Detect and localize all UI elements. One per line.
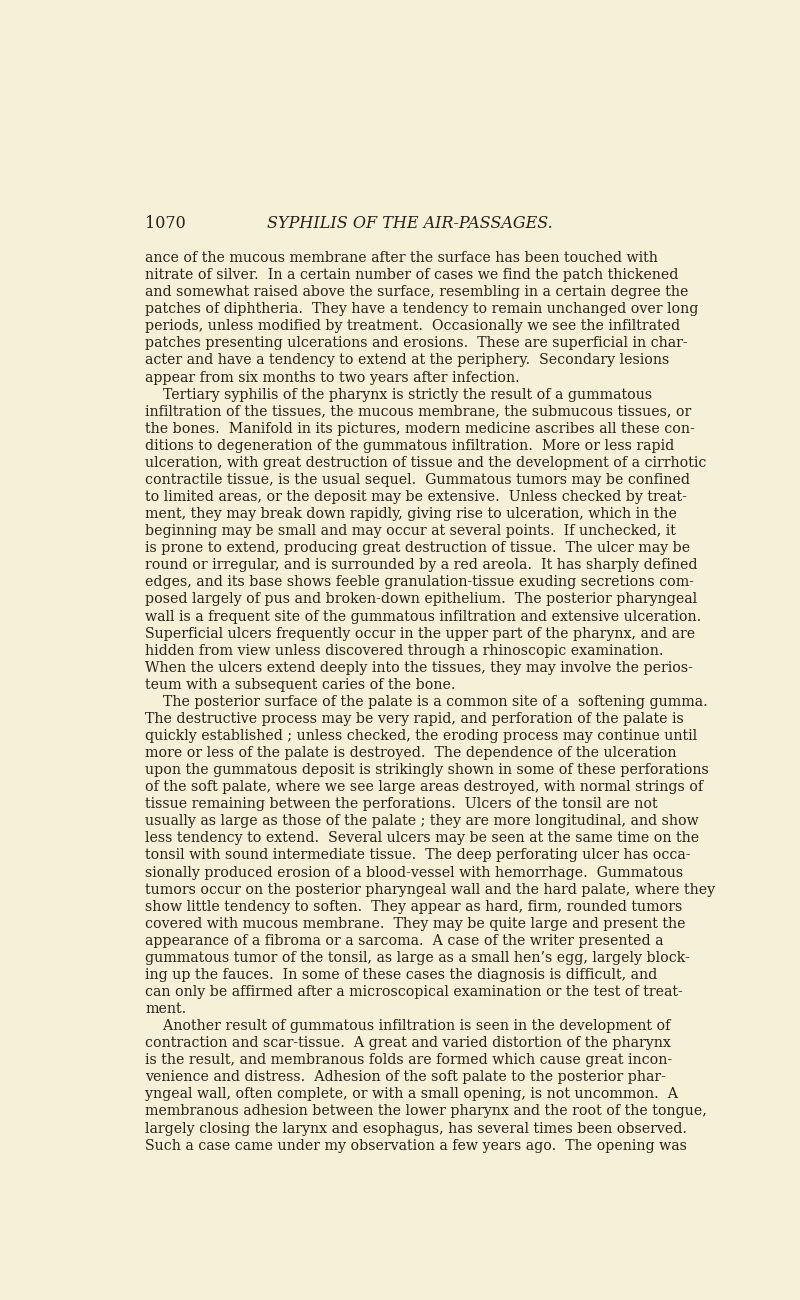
Text: show little tendency to soften.  They appear as hard, firm, rounded tumors: show little tendency to soften. They app…: [146, 900, 682, 914]
Text: ulceration, with great destruction of tissue and the development of a cirrhotic: ulceration, with great destruction of ti…: [146, 456, 706, 469]
Text: teum with a subsequent caries of the bone.: teum with a subsequent caries of the bon…: [146, 677, 456, 692]
Text: yngeal wall, often complete, or with a small opening, is not uncommon.  A: yngeal wall, often complete, or with a s…: [146, 1087, 678, 1101]
Text: and somewhat raised above the surface, resembling in a certain degree the: and somewhat raised above the surface, r…: [146, 285, 689, 299]
Text: 1070: 1070: [146, 214, 186, 231]
Text: gummatous tumor of the tonsil, as large as a small hen’s egg, largely block-: gummatous tumor of the tonsil, as large …: [146, 950, 690, 965]
Text: hidden from view unless discovered through a rhinoscopic examination.: hidden from view unless discovered throu…: [146, 644, 664, 658]
Text: is prone to extend, producing great destruction of tissue.  The ulcer may be: is prone to extend, producing great dest…: [146, 541, 690, 555]
Text: contraction and scar-tissue.  A great and varied distortion of the pharynx: contraction and scar-tissue. A great and…: [146, 1036, 671, 1050]
Text: ing up the fauces.  In some of these cases the diagnosis is difficult, and: ing up the fauces. In some of these case…: [146, 968, 658, 982]
Text: to limited areas, or the deposit may be extensive.  Unless checked by treat-: to limited areas, or the deposit may be …: [146, 490, 687, 504]
Text: largely closing the larynx and esophagus, has several times been observed.: largely closing the larynx and esophagus…: [146, 1122, 687, 1135]
Text: Such a case came under my observation a few years ago.  The opening was: Such a case came under my observation a …: [146, 1139, 687, 1153]
Text: tissue remaining between the perforations.  Ulcers of the tonsil are not: tissue remaining between the perforation…: [146, 797, 658, 811]
Text: quickly established ; unless checked, the eroding process may continue until: quickly established ; unless checked, th…: [146, 729, 698, 744]
Text: Superficial ulcers frequently occur in the upper part of the pharynx, and are: Superficial ulcers frequently occur in t…: [146, 627, 695, 641]
Text: more or less of the palate is destroyed.  The dependence of the ulceration: more or less of the palate is destroyed.…: [146, 746, 677, 760]
Text: ment.: ment.: [146, 1002, 186, 1017]
Text: Tertiary syphilis of the pharynx is strictly the result of a gummatous: Tertiary syphilis of the pharynx is stri…: [146, 387, 652, 402]
Text: SYPHILIS OF THE AIR-PASSAGES.: SYPHILIS OF THE AIR-PASSAGES.: [267, 214, 553, 231]
Text: When the ulcers extend deeply into the tissues, they may involve the perios-: When the ulcers extend deeply into the t…: [146, 660, 693, 675]
Text: ance of the mucous membrane after the surface has been touched with: ance of the mucous membrane after the su…: [146, 251, 658, 265]
Text: upon the gummatous deposit is strikingly shown in some of these perforations: upon the gummatous deposit is strikingly…: [146, 763, 709, 777]
Text: tonsil with sound intermediate tissue.  The deep perforating ulcer has occa-: tonsil with sound intermediate tissue. T…: [146, 849, 690, 862]
Text: the bones.  Manifold in its pictures, modern medicine ascribes all these con-: the bones. Manifold in its pictures, mod…: [146, 421, 695, 436]
Text: periods, unless modified by treatment.  Occasionally we see the infiltrated: periods, unless modified by treatment. O…: [146, 320, 680, 333]
Text: The posterior surface of the palate is a common site of a  softening gumma.: The posterior surface of the palate is a…: [146, 694, 708, 709]
Text: beginning may be small and may occur at several points.  If unchecked, it: beginning may be small and may occur at …: [146, 524, 676, 538]
Text: appearance of a fibroma or a sarcoma.  A case of the writer presented a: appearance of a fibroma or a sarcoma. A …: [146, 933, 664, 948]
Text: contractile tissue, is the usual sequel.  Gummatous tumors may be confined: contractile tissue, is the usual sequel.…: [146, 473, 690, 488]
Text: of the soft palate, where we see large areas destroyed, with normal strings of: of the soft palate, where we see large a…: [146, 780, 703, 794]
Text: sionally produced erosion of a blood-vessel with hemorrhage.  Gummatous: sionally produced erosion of a blood-ves…: [146, 866, 683, 880]
Text: appear from six months to two years after infection.: appear from six months to two years afte…: [146, 370, 520, 385]
Text: can only be affirmed after a microscopical examination or the test of treat-: can only be affirmed after a microscopic…: [146, 985, 683, 998]
Text: membranous adhesion between the lower pharynx and the root of the tongue,: membranous adhesion between the lower ph…: [146, 1105, 707, 1118]
Text: is the result, and membranous folds are formed which cause great incon-: is the result, and membranous folds are …: [146, 1053, 672, 1067]
Text: Another result of gummatous infiltration is seen in the development of: Another result of gummatous infiltration…: [146, 1019, 670, 1034]
Text: venience and distress.  Adhesion of the soft palate to the posterior phar-: venience and distress. Adhesion of the s…: [146, 1070, 666, 1084]
Text: less tendency to extend.  Several ulcers may be seen at the same time on the: less tendency to extend. Several ulcers …: [146, 832, 699, 845]
Text: The destructive process may be very rapid, and perforation of the palate is: The destructive process may be very rapi…: [146, 712, 684, 725]
Text: patches of diphtheria.  They have a tendency to remain unchanged over long: patches of diphtheria. They have a tende…: [146, 303, 698, 316]
Text: tumors occur on the posterior pharyngeal wall and the hard palate, where they: tumors occur on the posterior pharyngeal…: [146, 883, 715, 897]
Text: edges, and its base shows feeble granulation-tissue exuding secretions com-: edges, and its base shows feeble granula…: [146, 576, 694, 589]
Text: nitrate of silver.  In a certain number of cases we find the patch thickened: nitrate of silver. In a certain number o…: [146, 268, 678, 282]
Text: round or irregular, and is surrounded by a red areola.  It has sharply defined: round or irregular, and is surrounded by…: [146, 558, 698, 572]
Text: acter and have a tendency to extend at the periphery.  Secondary lesions: acter and have a tendency to extend at t…: [146, 354, 670, 368]
Text: ditions to degeneration of the gummatous infiltration.  More or less rapid: ditions to degeneration of the gummatous…: [146, 439, 674, 452]
Text: infiltration of the tissues, the mucous membrane, the submucous tissues, or: infiltration of the tissues, the mucous …: [146, 404, 691, 419]
Text: posed largely of pus and broken-down epithelium.  The posterior pharyngeal: posed largely of pus and broken-down epi…: [146, 593, 698, 606]
Text: ment, they may break down rapidly, giving rise to ulceration, which in the: ment, they may break down rapidly, givin…: [146, 507, 677, 521]
Text: wall is a frequent site of the gummatous infiltration and extensive ulceration.: wall is a frequent site of the gummatous…: [146, 610, 702, 624]
Text: patches presenting ulcerations and erosions.  These are superficial in char-: patches presenting ulcerations and erosi…: [146, 337, 688, 351]
Text: usually as large as those of the palate ; they are more longitudinal, and show: usually as large as those of the palate …: [146, 814, 699, 828]
Text: covered with mucous membrane.  They may be quite large and present the: covered with mucous membrane. They may b…: [146, 916, 686, 931]
